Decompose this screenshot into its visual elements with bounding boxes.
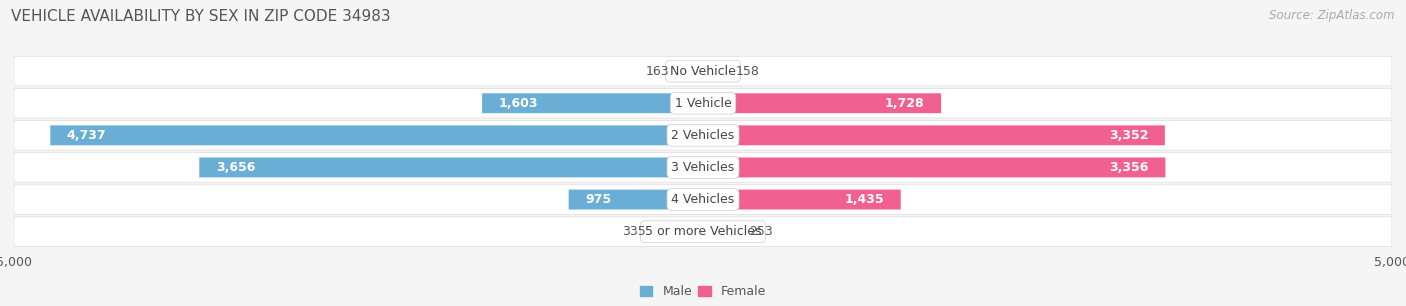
FancyBboxPatch shape [14,88,1392,118]
Text: 3,656: 3,656 [215,161,254,174]
Text: 3 Vehicles: 3 Vehicles [672,161,734,174]
FancyBboxPatch shape [14,56,1392,86]
FancyBboxPatch shape [200,158,703,177]
FancyBboxPatch shape [703,61,724,81]
FancyBboxPatch shape [14,217,1392,246]
FancyBboxPatch shape [568,190,703,210]
Text: 158: 158 [735,65,759,78]
Text: 5 or more Vehicles: 5 or more Vehicles [645,225,761,238]
FancyBboxPatch shape [14,185,1392,214]
Text: Source: ZipAtlas.com: Source: ZipAtlas.com [1270,9,1395,22]
Text: VEHICLE AVAILABILITY BY SEX IN ZIP CODE 34983: VEHICLE AVAILABILITY BY SEX IN ZIP CODE … [11,9,391,24]
Text: 3,352: 3,352 [1109,129,1149,142]
FancyBboxPatch shape [703,158,1166,177]
Text: No Vehicle: No Vehicle [671,65,735,78]
Text: 2 Vehicles: 2 Vehicles [672,129,734,142]
Text: 335: 335 [621,225,645,238]
FancyBboxPatch shape [703,125,1164,145]
FancyBboxPatch shape [703,190,901,210]
FancyBboxPatch shape [703,93,941,113]
Text: 4,737: 4,737 [67,129,107,142]
FancyBboxPatch shape [703,222,738,242]
Text: 1,603: 1,603 [499,97,538,110]
FancyBboxPatch shape [14,121,1392,150]
FancyBboxPatch shape [482,93,703,113]
Text: 3,356: 3,356 [1109,161,1149,174]
FancyBboxPatch shape [681,61,703,81]
Text: 1 Vehicle: 1 Vehicle [675,97,731,110]
Text: 1,435: 1,435 [845,193,884,206]
Text: 253: 253 [749,225,773,238]
FancyBboxPatch shape [14,153,1392,182]
Text: 163: 163 [645,65,669,78]
Legend: Male, Female: Male, Female [636,280,770,304]
FancyBboxPatch shape [657,222,703,242]
Text: 4 Vehicles: 4 Vehicles [672,193,734,206]
Text: 1,728: 1,728 [884,97,925,110]
FancyBboxPatch shape [51,125,703,145]
Text: 975: 975 [585,193,612,206]
